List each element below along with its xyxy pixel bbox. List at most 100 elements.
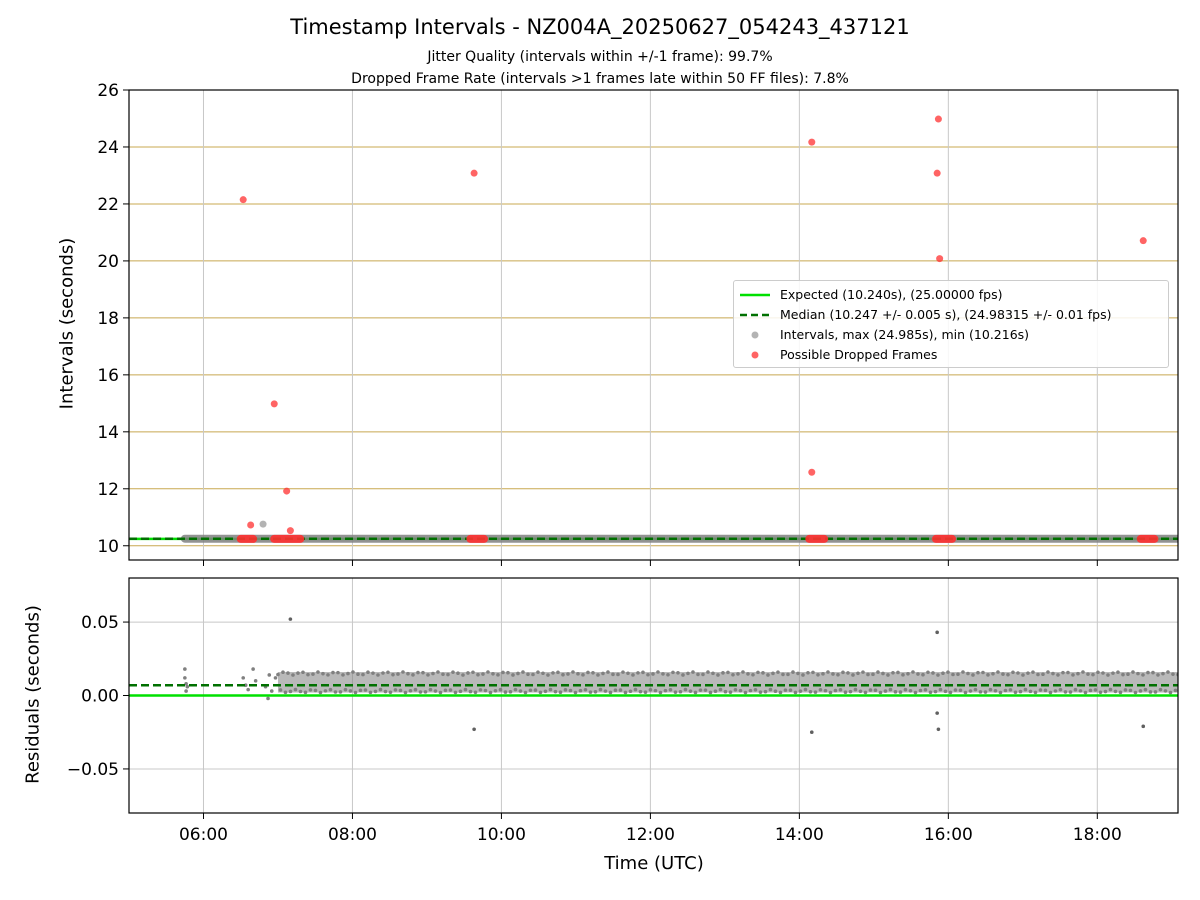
- residual-point: [473, 690, 478, 695]
- residual-point: [816, 673, 820, 677]
- residual-point: [326, 673, 330, 677]
- residual-point: [403, 690, 408, 695]
- residual-point: [1043, 688, 1048, 693]
- residual-point: [748, 688, 753, 693]
- residual-point: [1048, 690, 1053, 695]
- residual-point: [528, 688, 533, 693]
- top-y-tick-label: 20: [97, 252, 119, 272]
- residual-point: [538, 690, 543, 695]
- residual-point: [471, 670, 475, 675]
- residual-point: [998, 690, 1003, 695]
- residual-point: [933, 689, 938, 694]
- residual-point: [526, 672, 530, 677]
- residual-point: [751, 672, 755, 677]
- residual-point: [818, 687, 823, 692]
- residual-point: [623, 690, 628, 695]
- residual-point: [341, 673, 345, 677]
- residual-point: [643, 690, 648, 695]
- legend-label-intervals: Intervals, max (24.985s), min (10.216s): [780, 327, 1030, 342]
- residual-point: [328, 687, 333, 692]
- residual-point: [1126, 672, 1130, 676]
- residual-point: [441, 672, 445, 677]
- residual-point: [391, 672, 395, 677]
- residual-point: [918, 688, 923, 693]
- residual-point: [641, 670, 645, 675]
- residual-point: [761, 671, 765, 675]
- x-tick-label: 12:00: [626, 825, 675, 845]
- residual-point: [813, 690, 818, 694]
- residual-point: [358, 688, 363, 693]
- residual-point: [308, 688, 313, 692]
- residual-point: [548, 687, 553, 692]
- residual-point: [1123, 688, 1128, 692]
- residual-point: [416, 670, 420, 675]
- residual-point: [296, 671, 300, 675]
- residual-point: [621, 670, 625, 674]
- residual-point: [661, 672, 665, 676]
- residual-point: [1021, 673, 1025, 677]
- residual-point: [1146, 670, 1150, 675]
- top-axes-frame: [128, 89, 1179, 561]
- residual-point: [821, 672, 825, 676]
- residual-point: [361, 672, 365, 677]
- residual-point: [451, 670, 455, 674]
- residual-point: [553, 689, 558, 694]
- residual-point: [1106, 673, 1110, 677]
- residual-point: [731, 672, 735, 677]
- residual-point: [388, 690, 393, 695]
- residual-point: [1091, 672, 1095, 677]
- legend-item-expected: Expected (10.240s), (25.00000 fps): [734, 285, 1168, 305]
- dropped-frame-point: [239, 196, 247, 204]
- top-y-tick-label: 22: [97, 195, 119, 215]
- residual-point: [938, 687, 943, 692]
- residual-point: [301, 670, 305, 675]
- residual-point: [351, 670, 355, 674]
- residual-point: [267, 673, 272, 677]
- x-tick-label: 16:00: [924, 825, 973, 845]
- residual-point: [883, 689, 888, 693]
- residual-point: [926, 670, 930, 675]
- residual-point: [1179, 688, 1183, 692]
- residual-point: [838, 688, 843, 692]
- residual-point: [793, 690, 798, 695]
- residual-point: [798, 689, 803, 693]
- top-y-tick-label: 16: [97, 366, 119, 386]
- x-tick-label: 10:00: [477, 825, 526, 845]
- residual-point: [1121, 672, 1125, 677]
- residual-point: [1013, 690, 1018, 695]
- residual-point: [1086, 672, 1090, 676]
- residual-point: [671, 670, 675, 675]
- top-y-axis-label: Intervals (seconds): [56, 237, 78, 410]
- residual-point: [1128, 688, 1133, 693]
- residual-point: [758, 690, 763, 694]
- residual-point: [833, 688, 838, 693]
- residual-point: [533, 688, 538, 692]
- residual-point: [421, 670, 425, 675]
- residual-point: [183, 667, 187, 671]
- residual-point: [318, 690, 323, 695]
- residual-point: [636, 671, 640, 675]
- residual-point: [1143, 687, 1148, 692]
- residual-point: [448, 688, 453, 692]
- residual-point: [923, 688, 928, 692]
- residual-point: [986, 673, 990, 677]
- residual-point: [461, 673, 465, 677]
- residual-point: [683, 687, 688, 692]
- top-y-tick-label: 18: [97, 309, 119, 329]
- residual-point: [861, 670, 865, 674]
- residual-point: [741, 670, 745, 674]
- residual-point: [638, 689, 643, 694]
- residual-point: [1103, 689, 1108, 694]
- residual-point: [573, 690, 578, 695]
- residual-point: [446, 672, 450, 677]
- residual-point: [291, 673, 295, 677]
- residual-point: [791, 670, 795, 674]
- residual-point: [878, 690, 883, 695]
- residual-point: [478, 688, 483, 692]
- residual-point: [936, 673, 940, 677]
- residual-point: [581, 673, 585, 677]
- residual-point: [423, 690, 428, 694]
- residual-point: [313, 688, 318, 693]
- residual-point: [863, 690, 868, 695]
- residual-point: [888, 687, 893, 692]
